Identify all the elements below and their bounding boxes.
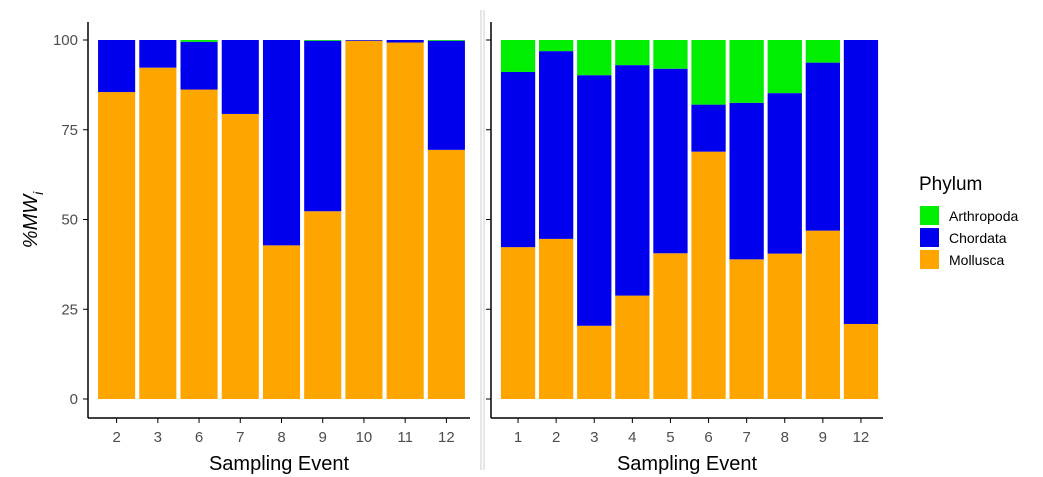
x-tick-label-left-9: 9 bbox=[319, 429, 327, 446]
y-tick-label-75: 75 bbox=[61, 122, 78, 139]
x-tick-label-right-12: 12 bbox=[853, 429, 870, 446]
x-tick-label-left-7: 7 bbox=[236, 429, 244, 446]
legend-label-arthropoda: Arthropoda bbox=[949, 208, 1018, 224]
y-axis-title-main: %MW bbox=[20, 193, 42, 248]
bar-right-2-chordata bbox=[539, 51, 574, 239]
x-axis-title-right: Sampling Event bbox=[617, 453, 758, 475]
y-tick-label-25: 25 bbox=[61, 301, 78, 318]
bar-right-5-mollusca bbox=[653, 253, 688, 399]
bar-left-11-chordata bbox=[386, 40, 424, 43]
x-tick-label-right-9: 9 bbox=[819, 429, 827, 446]
x-tick-label-right-3: 3 bbox=[590, 429, 598, 446]
bar-right-12-chordata bbox=[843, 40, 879, 324]
bar-left-10-chordata bbox=[345, 40, 383, 41]
bar-right-9-chordata bbox=[805, 62, 840, 231]
x-tick-label-right-4: 4 bbox=[628, 429, 636, 446]
x-tick-label-left-2: 2 bbox=[112, 429, 120, 446]
y-tick-label-0: 0 bbox=[70, 391, 78, 408]
bar-right-8-mollusca bbox=[767, 253, 802, 399]
legend-label-mollusca: Mollusca bbox=[949, 252, 1004, 268]
x-tick-label-right-6: 6 bbox=[704, 429, 712, 446]
bar-left-12-arthropoda bbox=[427, 40, 465, 41]
y-tick-label-100: 100 bbox=[53, 32, 78, 49]
bar-left-8-chordata bbox=[262, 40, 301, 246]
bar-left-3-mollusca bbox=[139, 67, 177, 399]
bar-right-1-chordata bbox=[500, 71, 536, 248]
legend-label-chordata: Chordata bbox=[949, 230, 1007, 246]
bar-right-2-mollusca bbox=[539, 238, 574, 399]
x-tick-label-left-11: 11 bbox=[397, 429, 413, 446]
x-tick-label-right-5: 5 bbox=[666, 429, 674, 446]
bar-left-9-arthropoda bbox=[304, 40, 342, 41]
legend-key-chordata bbox=[920, 228, 939, 247]
bar-left-2-chordata bbox=[98, 40, 136, 93]
bar-right-6-arthropoda bbox=[691, 40, 726, 105]
y-axis-title: %MWi bbox=[20, 191, 46, 248]
bar-right-1-mollusca bbox=[500, 247, 536, 399]
bar-left-6-mollusca bbox=[180, 89, 218, 399]
panel-left: 2 3 6 7 8 9 10 11 12 0 25 50 75 100 Sampling Event bbox=[53, 22, 470, 475]
bar-right-9-mollusca bbox=[805, 230, 840, 399]
x-tick-label-right-8: 8 bbox=[781, 429, 789, 446]
x-tick-label-left-10: 10 bbox=[356, 429, 373, 446]
y-axis-title-subscript: i bbox=[30, 191, 46, 195]
bar-right-1-arthropoda bbox=[500, 40, 536, 72]
bar-left-11-mollusca bbox=[386, 42, 424, 399]
bar-left-6-chordata bbox=[180, 41, 218, 90]
bar-right-4-mollusca bbox=[615, 295, 650, 399]
bar-right-7-chordata bbox=[729, 102, 764, 260]
x-tick-label-right-7: 7 bbox=[742, 429, 750, 446]
bar-left-12-mollusca bbox=[427, 149, 465, 399]
bar-left-12-chordata bbox=[427, 40, 465, 150]
bar-right-3-arthropoda bbox=[577, 40, 612, 76]
bar-left-9-mollusca bbox=[304, 211, 342, 399]
y-tick-label-50: 50 bbox=[61, 212, 78, 229]
legend-key-arthropoda bbox=[920, 206, 939, 225]
bar-right-3-chordata bbox=[577, 75, 612, 326]
bar-right-3-mollusca bbox=[577, 325, 612, 399]
bar-right-5-arthropoda bbox=[653, 40, 688, 69]
bar-right-9-arthropoda bbox=[805, 40, 840, 63]
x-tick-label-right-2: 2 bbox=[552, 429, 560, 446]
x-tick-label-left-3: 3 bbox=[154, 429, 162, 446]
bar-right-4-chordata bbox=[615, 65, 650, 296]
bar-left-2-mollusca bbox=[98, 92, 136, 399]
x-tick-label-left-8: 8 bbox=[277, 429, 285, 446]
bar-left-10-mollusca bbox=[345, 40, 383, 399]
bar-right-6-chordata bbox=[691, 104, 726, 152]
bar-right-7-mollusca bbox=[729, 259, 764, 399]
x-axis-title-left: Sampling Event bbox=[209, 453, 350, 475]
legend-key-mollusca bbox=[920, 250, 939, 269]
x-tick-label-left-12: 12 bbox=[438, 429, 455, 446]
bar-left-9-chordata bbox=[304, 40, 342, 212]
bar-right-7-arthropoda bbox=[729, 40, 764, 103]
bar-right-5-chordata bbox=[653, 68, 688, 254]
bar-left-6-arthropoda bbox=[180, 40, 218, 42]
bar-right-4-arthropoda bbox=[615, 40, 650, 66]
bar-left-8-mollusca bbox=[262, 245, 301, 399]
bar-left-7-chordata bbox=[221, 40, 259, 114]
bar-right-8-chordata bbox=[767, 93, 802, 254]
bar-right-6-mollusca bbox=[691, 151, 726, 399]
bar-right-8-arthropoda bbox=[767, 40, 802, 94]
bar-right-12-mollusca bbox=[843, 323, 879, 399]
bar-left-7-mollusca bbox=[221, 113, 259, 399]
legend: Phylum Arthropoda Chordata Mollusca bbox=[919, 174, 1018, 269]
x-tick-label-right-1: 1 bbox=[514, 429, 522, 446]
legend-title: Phylum bbox=[919, 174, 982, 195]
x-tick-label-left-6: 6 bbox=[195, 429, 203, 446]
bar-right-2-arthropoda bbox=[539, 40, 574, 52]
bar-left-3-chordata bbox=[139, 40, 177, 68]
